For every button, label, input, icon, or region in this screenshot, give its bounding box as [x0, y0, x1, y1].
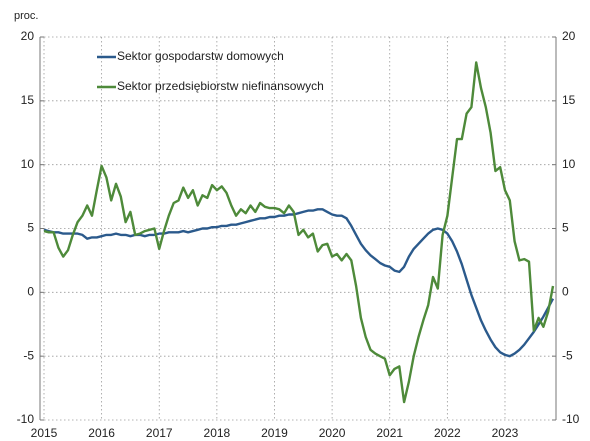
y2-tick-label: -10: [562, 412, 580, 426]
y2-tick-label: 10: [562, 157, 576, 171]
y2-tick-label: -5: [562, 348, 573, 362]
x-tick-label: 2017: [146, 426, 173, 440]
series-line: [43, 61, 555, 404]
y-tick-label: 10: [21, 157, 35, 171]
y2-tick-label: 20: [562, 29, 576, 43]
series-line: [43, 208, 555, 358]
x-tick-label: 2022: [434, 426, 461, 440]
y-tick-label: -10: [17, 412, 35, 426]
y2-tick-label: 15: [562, 93, 576, 107]
legend-label: Sektor gospodarstw domowych: [117, 49, 284, 63]
x-tick-label: 2018: [204, 426, 231, 440]
x-tick-label: 2019: [261, 426, 288, 440]
x-tick-label: 2023: [492, 426, 519, 440]
y-tick-label: 5: [27, 221, 34, 235]
x-tick-label: 2016: [88, 426, 115, 440]
y-axis-unit: proc.: [14, 10, 38, 22]
y2-tick-label: 0: [562, 285, 569, 299]
legend-label: Sektor przedsiębiorstw niefinansowych: [117, 79, 324, 93]
y2-tick-label: 5: [562, 221, 569, 235]
x-tick-label: 2021: [376, 426, 403, 440]
y-tick-label: 0: [27, 285, 34, 299]
y-tick-label: 20: [21, 29, 35, 43]
x-tick-label: 2015: [31, 426, 58, 440]
y-tick-label: -5: [23, 348, 34, 362]
y-tick-label: 15: [21, 93, 35, 107]
x-tick-label: 2020: [319, 426, 346, 440]
